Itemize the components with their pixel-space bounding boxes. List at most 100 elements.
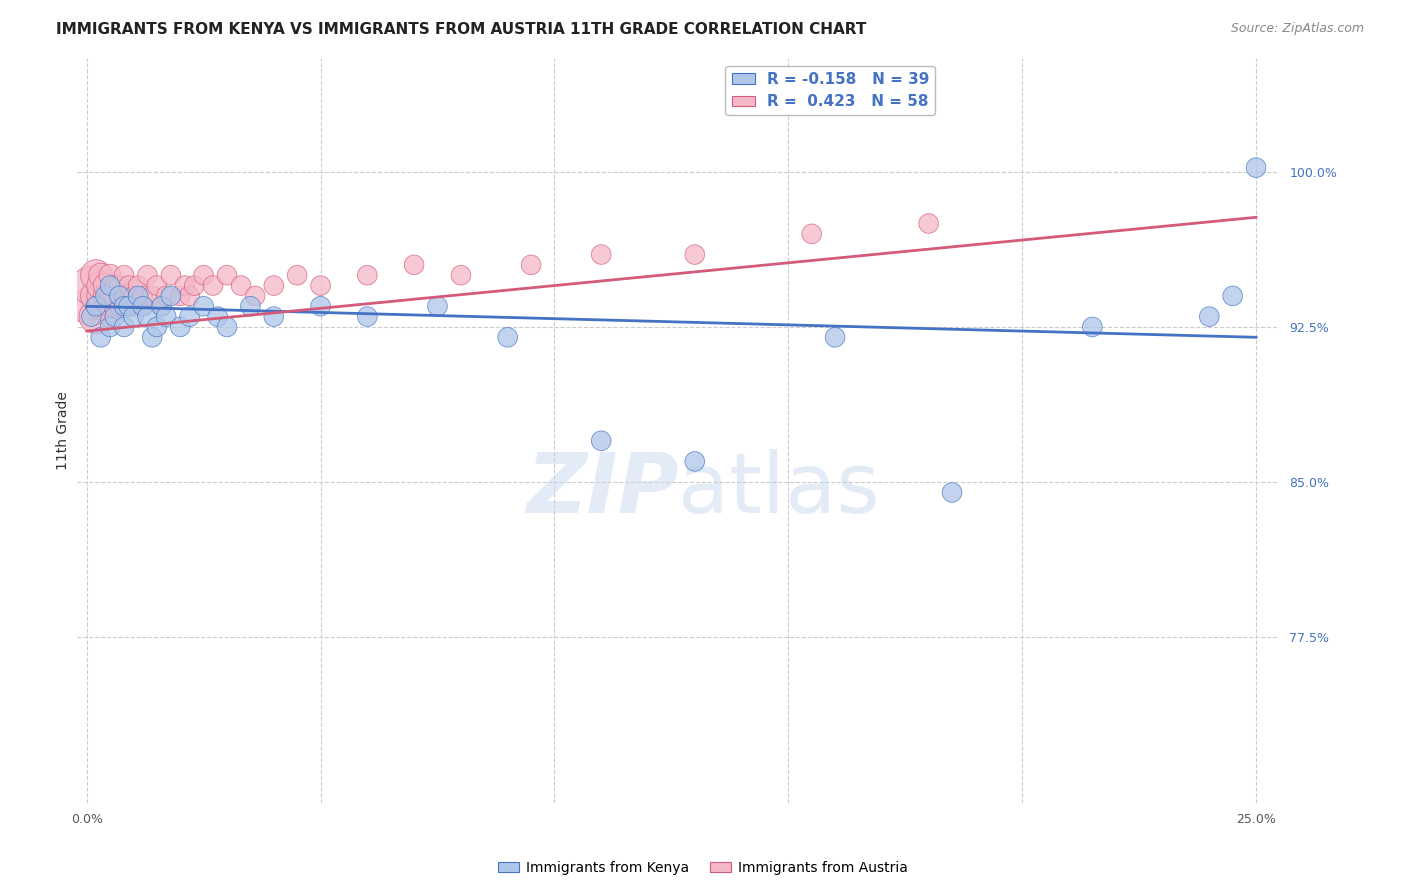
- Point: [450, 268, 472, 283]
- Point: [160, 289, 183, 303]
- Point: [94, 299, 117, 313]
- Point: [98, 310, 121, 324]
- Point: [496, 330, 519, 344]
- Point: [309, 299, 332, 313]
- Point: [183, 278, 205, 293]
- Point: [917, 217, 939, 231]
- Text: Source: ZipAtlas.com: Source: ZipAtlas.com: [1230, 22, 1364, 36]
- Point: [426, 299, 449, 313]
- Point: [141, 289, 163, 303]
- Point: [132, 299, 155, 313]
- Point: [243, 289, 266, 303]
- Point: [263, 310, 285, 324]
- Point: [150, 299, 173, 313]
- Point: [108, 299, 131, 313]
- Point: [84, 268, 107, 283]
- Point: [118, 299, 141, 313]
- Point: [98, 278, 121, 293]
- Point: [98, 299, 121, 313]
- Point: [80, 310, 103, 324]
- Legend: Immigrants from Kenya, Immigrants from Austria: Immigrants from Kenya, Immigrants from A…: [492, 855, 914, 880]
- Point: [108, 289, 131, 303]
- Point: [169, 320, 191, 334]
- Point: [122, 289, 145, 303]
- Point: [104, 299, 127, 313]
- Point: [1222, 289, 1244, 303]
- Point: [239, 299, 262, 313]
- Point: [229, 278, 252, 293]
- Point: [98, 320, 121, 334]
- Point: [155, 310, 177, 324]
- Point: [207, 310, 229, 324]
- Point: [136, 268, 159, 283]
- Point: [309, 278, 332, 293]
- Point: [98, 268, 121, 283]
- Point: [90, 330, 112, 344]
- Point: [127, 289, 149, 303]
- Point: [132, 299, 155, 313]
- Text: IMMIGRANTS FROM KENYA VS IMMIGRANTS FROM AUSTRIA 11TH GRADE CORRELATION CHART: IMMIGRANTS FROM KENYA VS IMMIGRANTS FROM…: [56, 22, 866, 37]
- Y-axis label: 11th Grade: 11th Grade: [56, 391, 70, 470]
- Point: [179, 310, 201, 324]
- Point: [800, 227, 823, 241]
- Point: [132, 289, 155, 303]
- Point: [591, 247, 613, 261]
- Point: [356, 268, 378, 283]
- Text: ZIP: ZIP: [526, 450, 679, 531]
- Point: [108, 289, 131, 303]
- Point: [90, 268, 112, 283]
- Point: [112, 268, 135, 283]
- Point: [263, 278, 285, 293]
- Point: [94, 289, 117, 303]
- Point: [118, 299, 141, 313]
- Point: [193, 268, 215, 283]
- Point: [150, 299, 173, 313]
- Point: [215, 268, 238, 283]
- Point: [104, 289, 127, 303]
- Point: [169, 289, 191, 303]
- Point: [404, 258, 426, 272]
- Point: [90, 289, 112, 303]
- Legend: R = -0.158   N = 39, R =  0.423   N = 58: R = -0.158 N = 39, R = 0.423 N = 58: [725, 66, 935, 115]
- Point: [824, 330, 846, 344]
- Point: [94, 289, 117, 303]
- Point: [174, 278, 197, 293]
- Point: [356, 310, 378, 324]
- Point: [141, 330, 163, 344]
- Point: [683, 247, 706, 261]
- Point: [591, 434, 613, 448]
- Point: [285, 268, 308, 283]
- Point: [179, 289, 201, 303]
- Point: [520, 258, 543, 272]
- Point: [104, 310, 127, 324]
- Point: [160, 268, 183, 283]
- Point: [112, 320, 135, 334]
- Point: [1198, 310, 1220, 324]
- Point: [215, 320, 238, 334]
- Point: [104, 278, 127, 293]
- Text: atlas: atlas: [679, 450, 880, 531]
- Point: [80, 299, 103, 313]
- Point: [122, 310, 145, 324]
- Point: [941, 485, 963, 500]
- Point: [201, 278, 224, 293]
- Point: [122, 299, 145, 313]
- Point: [98, 289, 121, 303]
- Point: [127, 278, 149, 293]
- Point: [193, 299, 215, 313]
- Point: [90, 299, 112, 313]
- Point: [146, 320, 169, 334]
- Point: [118, 278, 141, 293]
- Point: [80, 278, 103, 293]
- Point: [1081, 320, 1104, 334]
- Point: [112, 299, 135, 313]
- Point: [108, 278, 131, 293]
- Point: [155, 289, 177, 303]
- Point: [1244, 161, 1267, 175]
- Point: [84, 310, 107, 324]
- Point: [90, 278, 112, 293]
- Point: [112, 299, 135, 313]
- Point: [112, 289, 135, 303]
- Point: [683, 454, 706, 468]
- Point: [136, 310, 159, 324]
